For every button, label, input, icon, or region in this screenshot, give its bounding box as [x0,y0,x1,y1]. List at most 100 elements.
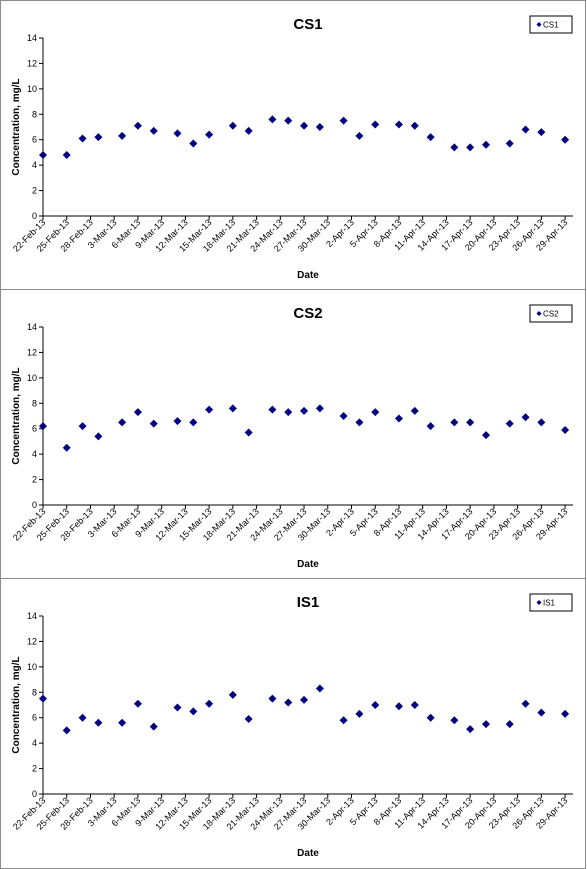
y-tick-label: 2 [32,186,37,196]
data-point [450,143,459,152]
data-point [205,405,214,414]
data-point [410,701,419,709]
data-point [394,702,403,711]
y-tick-label: 0 [32,211,37,221]
data-point [561,709,570,718]
y-tick-label: 14 [27,33,37,43]
data-point [481,140,490,149]
data-point [284,698,293,707]
data-point [205,130,214,139]
data-point [268,694,277,703]
data-point [315,684,324,693]
data-point [173,703,182,712]
data-point [505,720,514,729]
data-point [149,722,158,731]
data-point [39,694,47,703]
data-point [94,718,103,727]
data-point [537,708,546,717]
chart-title: IS1 [297,594,320,611]
data-point [537,128,546,137]
data-point [189,707,198,716]
data-point [339,116,348,125]
y-axis-title: Concentration, mg/L [11,367,22,464]
chart-panel-is1: IS1 0 2 4 6 8 10 12 14 22-Feb-13 25-Feb-13 28-Feb-1… [0,578,586,869]
data-point [355,131,364,140]
y-tick-label: 6 [32,713,37,723]
data-point [505,419,514,428]
data-point [521,125,530,134]
data-point [394,120,403,129]
data-point [426,422,435,431]
data-point [315,404,324,413]
data-point [561,135,570,144]
chart-panel-cs1: CS1 0 2 4 6 8 10 12 14 22-Feb-13 25-Feb-13 28-Feb-1… [0,0,586,290]
chart-title: CS1 [293,16,322,33]
data-point [78,422,87,431]
data-point [133,699,142,708]
x-axis-title: Date [297,270,319,281]
data-point [189,418,198,427]
data-point [118,418,127,427]
data-point [426,133,435,142]
legend-label: IS1 [543,599,556,608]
data-point [521,699,530,708]
data-point [133,121,142,130]
data-point [300,406,309,415]
data-point [371,120,380,129]
data-point [466,725,475,734]
legend-label: CS1 [543,21,559,30]
y-tick-label: 10 [27,662,37,672]
data-point [228,404,237,413]
data-point [118,131,127,140]
legend: IS1 [529,593,573,612]
y-tick-label: 12 [27,58,37,68]
y-tick-label: 8 [32,687,37,697]
data-point [481,431,490,440]
data-point [133,408,142,417]
x-axis-title: Date [297,848,319,859]
data-point [410,121,419,130]
data-point [315,123,324,131]
y-tick-label: 6 [32,424,37,434]
data-point [284,408,293,417]
data-point [450,716,459,725]
data-point [149,419,158,428]
data-point [39,150,47,159]
legend-box [529,15,573,34]
legend: CS1 [529,15,573,34]
data-point [94,133,103,142]
data-point [62,150,71,159]
data-point [481,720,490,729]
y-axis-title: Concentration, mg/L [11,656,22,753]
data-point [118,718,127,727]
legend-marker [536,600,542,605]
data-point [228,121,237,130]
data-point [300,695,309,704]
y-tick-label: 4 [32,160,37,170]
data-point [505,139,514,148]
y-tick-label: 14 [27,611,37,621]
data-point [173,417,182,426]
data-point [39,422,47,431]
y-tick-label: 6 [32,135,37,145]
data-point [339,716,348,725]
data-point [62,443,71,452]
y-tick-label: 0 [32,789,37,799]
data-point [173,129,182,138]
data-point [300,121,309,130]
data-point [205,699,214,708]
data-point [394,414,403,423]
chart-panel-cs2: CS2 0 2 4 6 8 10 12 14 22-Feb-13 25-Feb-13 28-Feb-1… [0,289,586,580]
y-tick-label: 10 [27,373,37,383]
data-point [521,413,530,422]
data-point [268,405,277,414]
data-point [189,139,198,148]
legend: CS2 [529,304,573,323]
legend-box [529,593,573,612]
data-point [62,726,71,735]
data-point [371,701,380,709]
data-point [78,713,87,722]
data-point [371,408,380,417]
chart-title: CS2 [293,305,322,322]
data-point [561,425,570,434]
